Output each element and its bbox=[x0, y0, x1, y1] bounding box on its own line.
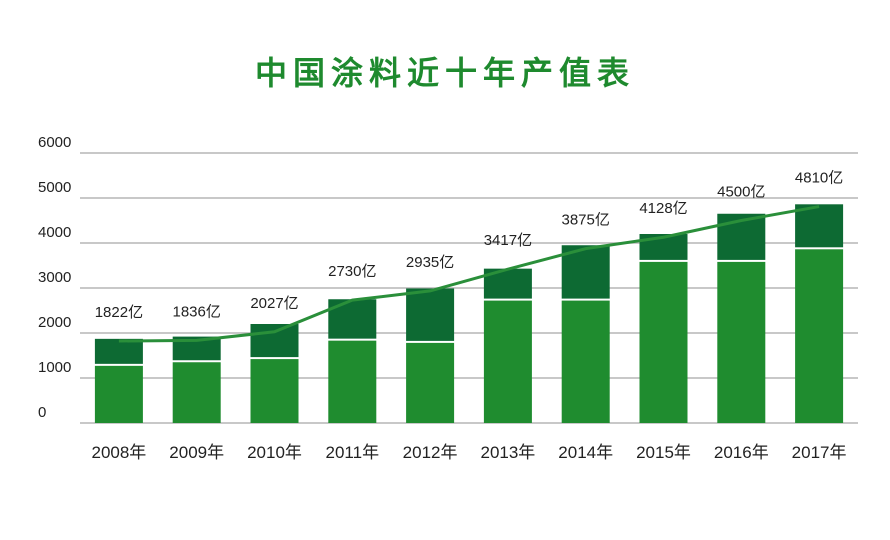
trend-line bbox=[118, 205, 820, 343]
data-label: 4128亿 bbox=[639, 200, 687, 217]
bar-segment bbox=[328, 340, 377, 423]
data-label: 1822亿 bbox=[95, 304, 143, 321]
x-tick-label: 2010年 bbox=[247, 443, 302, 462]
bar-segment bbox=[94, 338, 143, 364]
y-tick-label: 1000 bbox=[38, 359, 71, 376]
bar-segment bbox=[639, 261, 688, 423]
data-label: 2935亿 bbox=[406, 254, 454, 271]
y-tick-label: 0 bbox=[38, 404, 46, 421]
data-label: 2730亿 bbox=[328, 263, 376, 280]
bar-segment bbox=[94, 365, 143, 423]
chart-title: 中国涂料近十年产值表 bbox=[254, 54, 635, 92]
x-tick-label: 2014年 bbox=[558, 443, 613, 462]
data-label: 1836亿 bbox=[173, 303, 221, 320]
data-label: 3417亿 bbox=[484, 232, 532, 249]
bar-segment bbox=[172, 336, 221, 361]
bar-segment bbox=[328, 299, 377, 339]
data-label: 3875亿 bbox=[562, 212, 610, 229]
bar-segment bbox=[250, 324, 299, 358]
data-label: 4500亿 bbox=[717, 184, 765, 201]
bar-segment bbox=[795, 249, 844, 423]
x-tick-label: 2011年 bbox=[326, 443, 380, 462]
x-tick-label: 2017年 bbox=[792, 443, 847, 462]
y-tick-label: 5000 bbox=[38, 179, 71, 196]
x-tick-label: 2009年 bbox=[169, 443, 224, 462]
bar-segment bbox=[250, 359, 299, 423]
bar-segment bbox=[483, 300, 532, 423]
data-label: 2027亿 bbox=[250, 295, 298, 312]
y-tick-label: 6000 bbox=[38, 134, 71, 151]
data-label: 4810亿 bbox=[795, 170, 843, 187]
x-tick-label: 2013年 bbox=[480, 443, 535, 462]
bar-segment bbox=[561, 300, 610, 423]
y-tick-label: 2000 bbox=[38, 314, 71, 331]
bar-segment bbox=[406, 342, 455, 423]
x-tick-label: 2015年 bbox=[636, 443, 691, 462]
x-tick-label: 2012年 bbox=[403, 443, 458, 462]
bar-segment bbox=[795, 204, 844, 248]
x-tick-label: 2016年 bbox=[714, 443, 769, 462]
bar-segment bbox=[172, 362, 221, 423]
y-tick-label: 3000 bbox=[38, 269, 71, 286]
y-tick-label: 4000 bbox=[38, 224, 71, 241]
x-tick-label: 2008年 bbox=[91, 443, 146, 462]
bar-segment bbox=[406, 288, 455, 341]
bar-segment bbox=[717, 261, 766, 423]
